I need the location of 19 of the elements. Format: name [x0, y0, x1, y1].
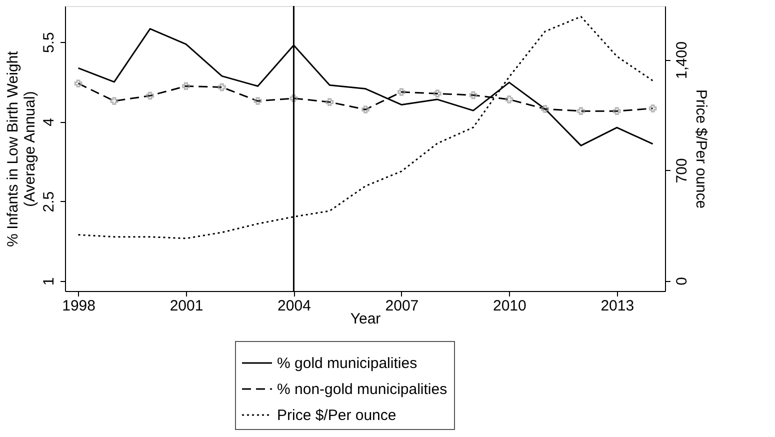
x-tick-label: 1998	[62, 298, 96, 314]
y-tick-label: 2.5	[40, 191, 58, 212]
y2-tick-label: 700	[674, 158, 690, 184]
x-tick-label: 2004	[278, 298, 311, 314]
y2-axis-title: Price $/Per ounce	[692, 89, 710, 209]
y-tick-label: 4	[40, 118, 58, 126]
legend-label: % gold municipalities	[277, 355, 418, 372]
x-tick-label: 2001	[170, 298, 204, 314]
y-tick-label: 1	[40, 277, 58, 286]
legend-label: % non-gold municipalities	[277, 381, 448, 398]
x-tick-label: 2007	[385, 298, 419, 314]
y-tick-label: 5.5	[40, 32, 58, 54]
x-tick-label: 2013	[600, 298, 634, 314]
y2-tick-label: 0	[674, 277, 690, 286]
y2-tick-label: 1,400	[674, 41, 690, 79]
x-tick-label: 2010	[492, 298, 526, 314]
x-axis-title: Year	[350, 310, 381, 328]
legend-label: Price $/Per ounce	[277, 407, 396, 424]
y-axis-title: % Infants in Low Birth Weight (Average Annual)	[4, 50, 38, 247]
